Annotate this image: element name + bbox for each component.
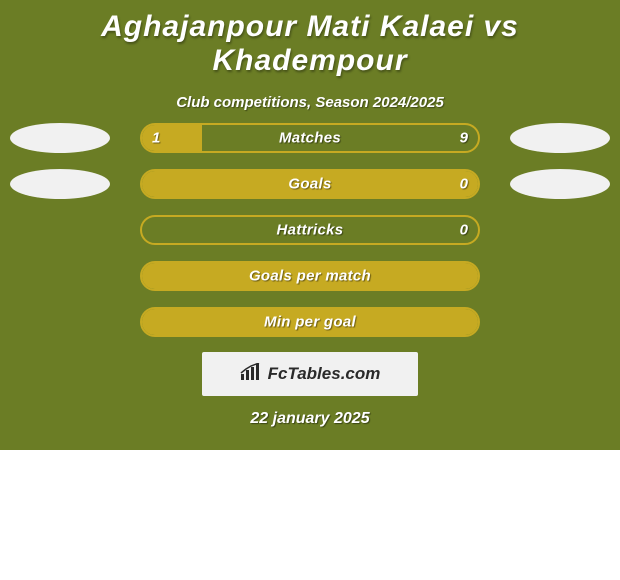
bar-fill-left <box>142 171 478 197</box>
left-ellipse <box>10 123 110 153</box>
brand-box: FcTables.com <box>202 352 418 396</box>
stat-bar: 19Matches <box>140 123 480 153</box>
stat-bar: 0Hattricks <box>140 215 480 245</box>
stat-row: 0Hattricks <box>0 207 620 253</box>
stat-row: 19Matches <box>0 115 620 161</box>
bar-value-right: 0 <box>460 222 468 239</box>
bar-label: Hattricks <box>142 222 478 239</box>
right-ellipse <box>510 169 610 199</box>
stat-row: Min per goal <box>0 299 620 345</box>
page-title: Aghajanpour Mati Kalaei vs Khadempour <box>0 0 620 78</box>
bar-fill-left <box>142 309 478 335</box>
comparison-panel: Aghajanpour Mati Kalaei vs Khadempour Cl… <box>0 0 620 450</box>
right-ellipse <box>510 123 610 153</box>
bar-value-left: 1 <box>152 130 160 147</box>
stat-row: 0Goals <box>0 161 620 207</box>
stat-rows: 19Matches0Goals0HattricksGoals per match… <box>0 115 620 345</box>
bar-value-right: 9 <box>460 130 468 147</box>
bar-fill-left <box>142 263 478 289</box>
bar-value-right: 0 <box>460 176 468 193</box>
stat-bar: 0Goals <box>140 169 480 199</box>
stat-bar: Goals per match <box>140 261 480 291</box>
stat-row: Goals per match <box>0 253 620 299</box>
brand-chart-icon <box>240 363 262 386</box>
brand-label: FcTables.com <box>268 364 381 384</box>
stat-bar: Min per goal <box>140 307 480 337</box>
left-ellipse <box>10 169 110 199</box>
page-subtitle: Club competitions, Season 2024/2025 <box>0 94 620 111</box>
date-label: 22 january 2025 <box>0 410 620 428</box>
